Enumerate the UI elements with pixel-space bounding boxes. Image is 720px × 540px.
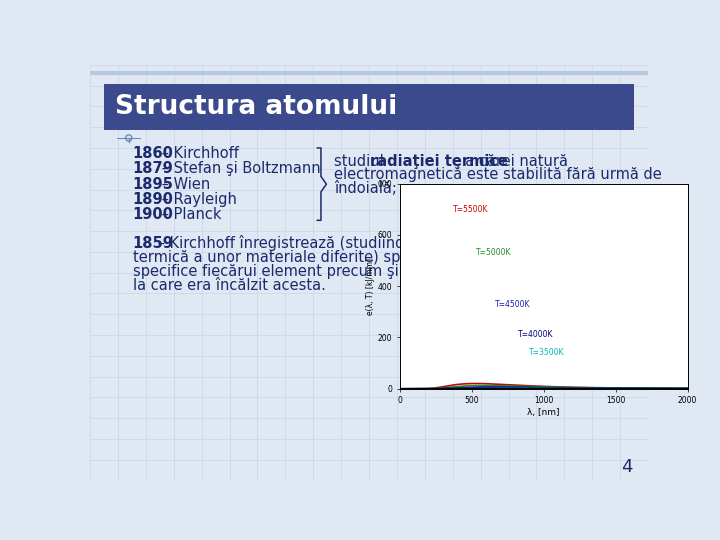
Text: – Kirchhoff înregistrează (studiind radiaţia: – Kirchhoff înregistrează (studiind radi… <box>153 235 465 252</box>
Text: 1890: 1890 <box>132 192 174 207</box>
Text: la care era încălzit acesta.: la care era încălzit acesta. <box>132 278 325 293</box>
Y-axis label: e(λ, T) [kJ/mm]: e(λ, T) [kJ/mm] <box>366 258 374 315</box>
Text: T=4000K: T=4000K <box>518 330 553 340</box>
Text: T=5500K: T=5500K <box>453 205 488 214</box>
Text: 1859: 1859 <box>132 236 174 251</box>
Text: 4: 4 <box>621 458 633 476</box>
Text: – Planck: – Planck <box>158 207 222 222</box>
Text: T=4500K: T=4500K <box>495 300 530 309</box>
Text: electromagnetică este stabilită fără urmă de: electromagnetică este stabilită fără urm… <box>334 167 662 183</box>
Text: T=5000K: T=5000K <box>476 248 511 258</box>
Text: radiaţiei termice: radiaţiei termice <box>370 153 508 168</box>
Text: specifice fiecărui element precum şi temperaturii: specifice fiecărui element precum şi tem… <box>132 264 495 279</box>
Text: îndoială;: îndoială; <box>334 181 397 196</box>
Text: – Wien: – Wien <box>158 177 211 192</box>
Text: 1879: 1879 <box>132 161 174 176</box>
Text: 1895: 1895 <box>132 177 174 192</box>
Text: studiul: studiul <box>334 153 389 168</box>
Text: – Stefan şi Boltzmann: – Stefan şi Boltzmann <box>158 161 321 176</box>
Bar <box>104 84 634 130</box>
Text: 1900: 1900 <box>132 207 174 222</box>
X-axis label: λ, [nm]: λ, [nm] <box>527 408 560 417</box>
Text: termică a unor materiale diferite) spectre discrete,: termică a unor materiale diferite) spect… <box>132 250 505 265</box>
Text: Structura atomului: Structura atomului <box>114 94 397 120</box>
Text: T=3500K: T=3500K <box>529 348 564 357</box>
Text: – Kirchhoff: – Kirchhoff <box>158 146 239 161</box>
Text: – Rayleigh: – Rayleigh <box>158 192 238 207</box>
Text: , a cărei natură: , a cărei natură <box>456 153 568 168</box>
Text: 1860: 1860 <box>132 146 174 161</box>
